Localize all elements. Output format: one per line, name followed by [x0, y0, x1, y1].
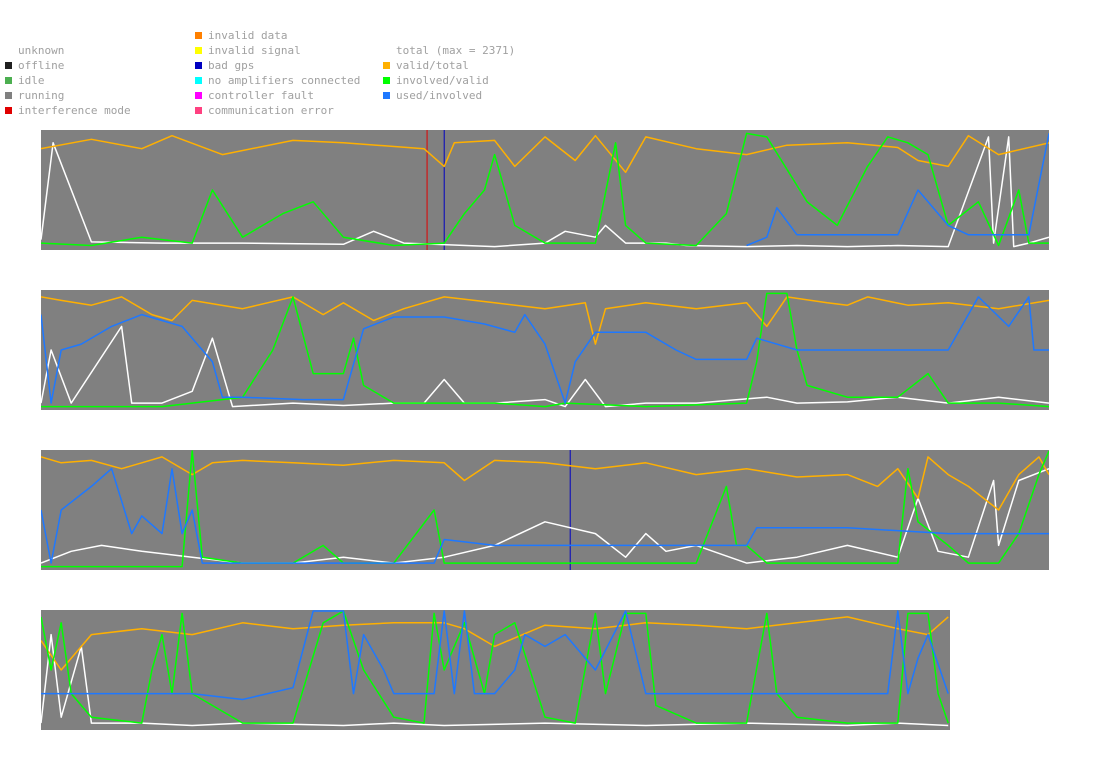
valid-total-line — [41, 296, 1049, 345]
plot-background — [41, 450, 1049, 570]
involved-valid-line — [41, 292, 1049, 408]
legend-swatch — [5, 92, 12, 99]
legend-label: offline — [18, 59, 65, 72]
legend-swatch — [195, 32, 202, 39]
involved-valid-line — [41, 450, 1049, 568]
legend-label: interference mode — [18, 104, 131, 117]
legend-label: running — [18, 89, 65, 102]
legend-swatch — [5, 107, 12, 114]
legend-swatch — [195, 107, 202, 114]
legend-label: invalid data — [208, 29, 288, 42]
legend: unknown offline idle running interferenc… — [0, 0, 1095, 125]
legend-swatch — [195, 62, 202, 69]
involved-valid-line — [41, 132, 1049, 247]
legend-label: no amplifiers connected — [208, 74, 361, 87]
legend-swatch — [195, 77, 202, 84]
chart-row-3 — [41, 450, 1049, 570]
legend-label: idle — [18, 74, 45, 87]
used-involved-line — [41, 610, 949, 701]
legend-swatch — [195, 47, 202, 54]
used-involved-line — [41, 296, 1049, 404]
legend-label: unknown — [18, 44, 65, 57]
chart-row-4 — [41, 610, 950, 730]
legend-label: communication error — [208, 104, 334, 117]
chart-row-2 — [41, 290, 1049, 410]
legend-swatch — [383, 62, 390, 69]
total-line — [41, 633, 949, 727]
legend-label: bad gps — [208, 59, 255, 72]
legend-swatch — [5, 47, 12, 54]
valid-total-line — [41, 134, 1049, 174]
legend-swatch — [383, 92, 390, 99]
total-line — [41, 136, 1049, 248]
legend-label: controller fault — [208, 89, 314, 102]
legend-swatch — [383, 47, 390, 54]
legend-swatch — [195, 92, 202, 99]
chart-row-1 — [41, 130, 1049, 250]
involved-valid-line — [41, 610, 949, 724]
legend-label: involved/valid — [396, 74, 489, 87]
legend-swatch — [383, 77, 390, 84]
legend-swatch — [5, 77, 12, 84]
legend-label: total (max = 2371) — [396, 44, 516, 57]
legend-label: used/involved — [396, 89, 483, 102]
legend-swatch — [5, 62, 12, 69]
valid-total-line — [41, 456, 1049, 511]
legend-label: valid/total — [396, 59, 469, 72]
valid-total-line — [41, 616, 949, 671]
plot-background — [41, 610, 950, 730]
used-involved-line — [746, 133, 1049, 247]
legend-label: invalid signal — [208, 44, 301, 57]
used-involved-line — [41, 467, 1049, 564]
